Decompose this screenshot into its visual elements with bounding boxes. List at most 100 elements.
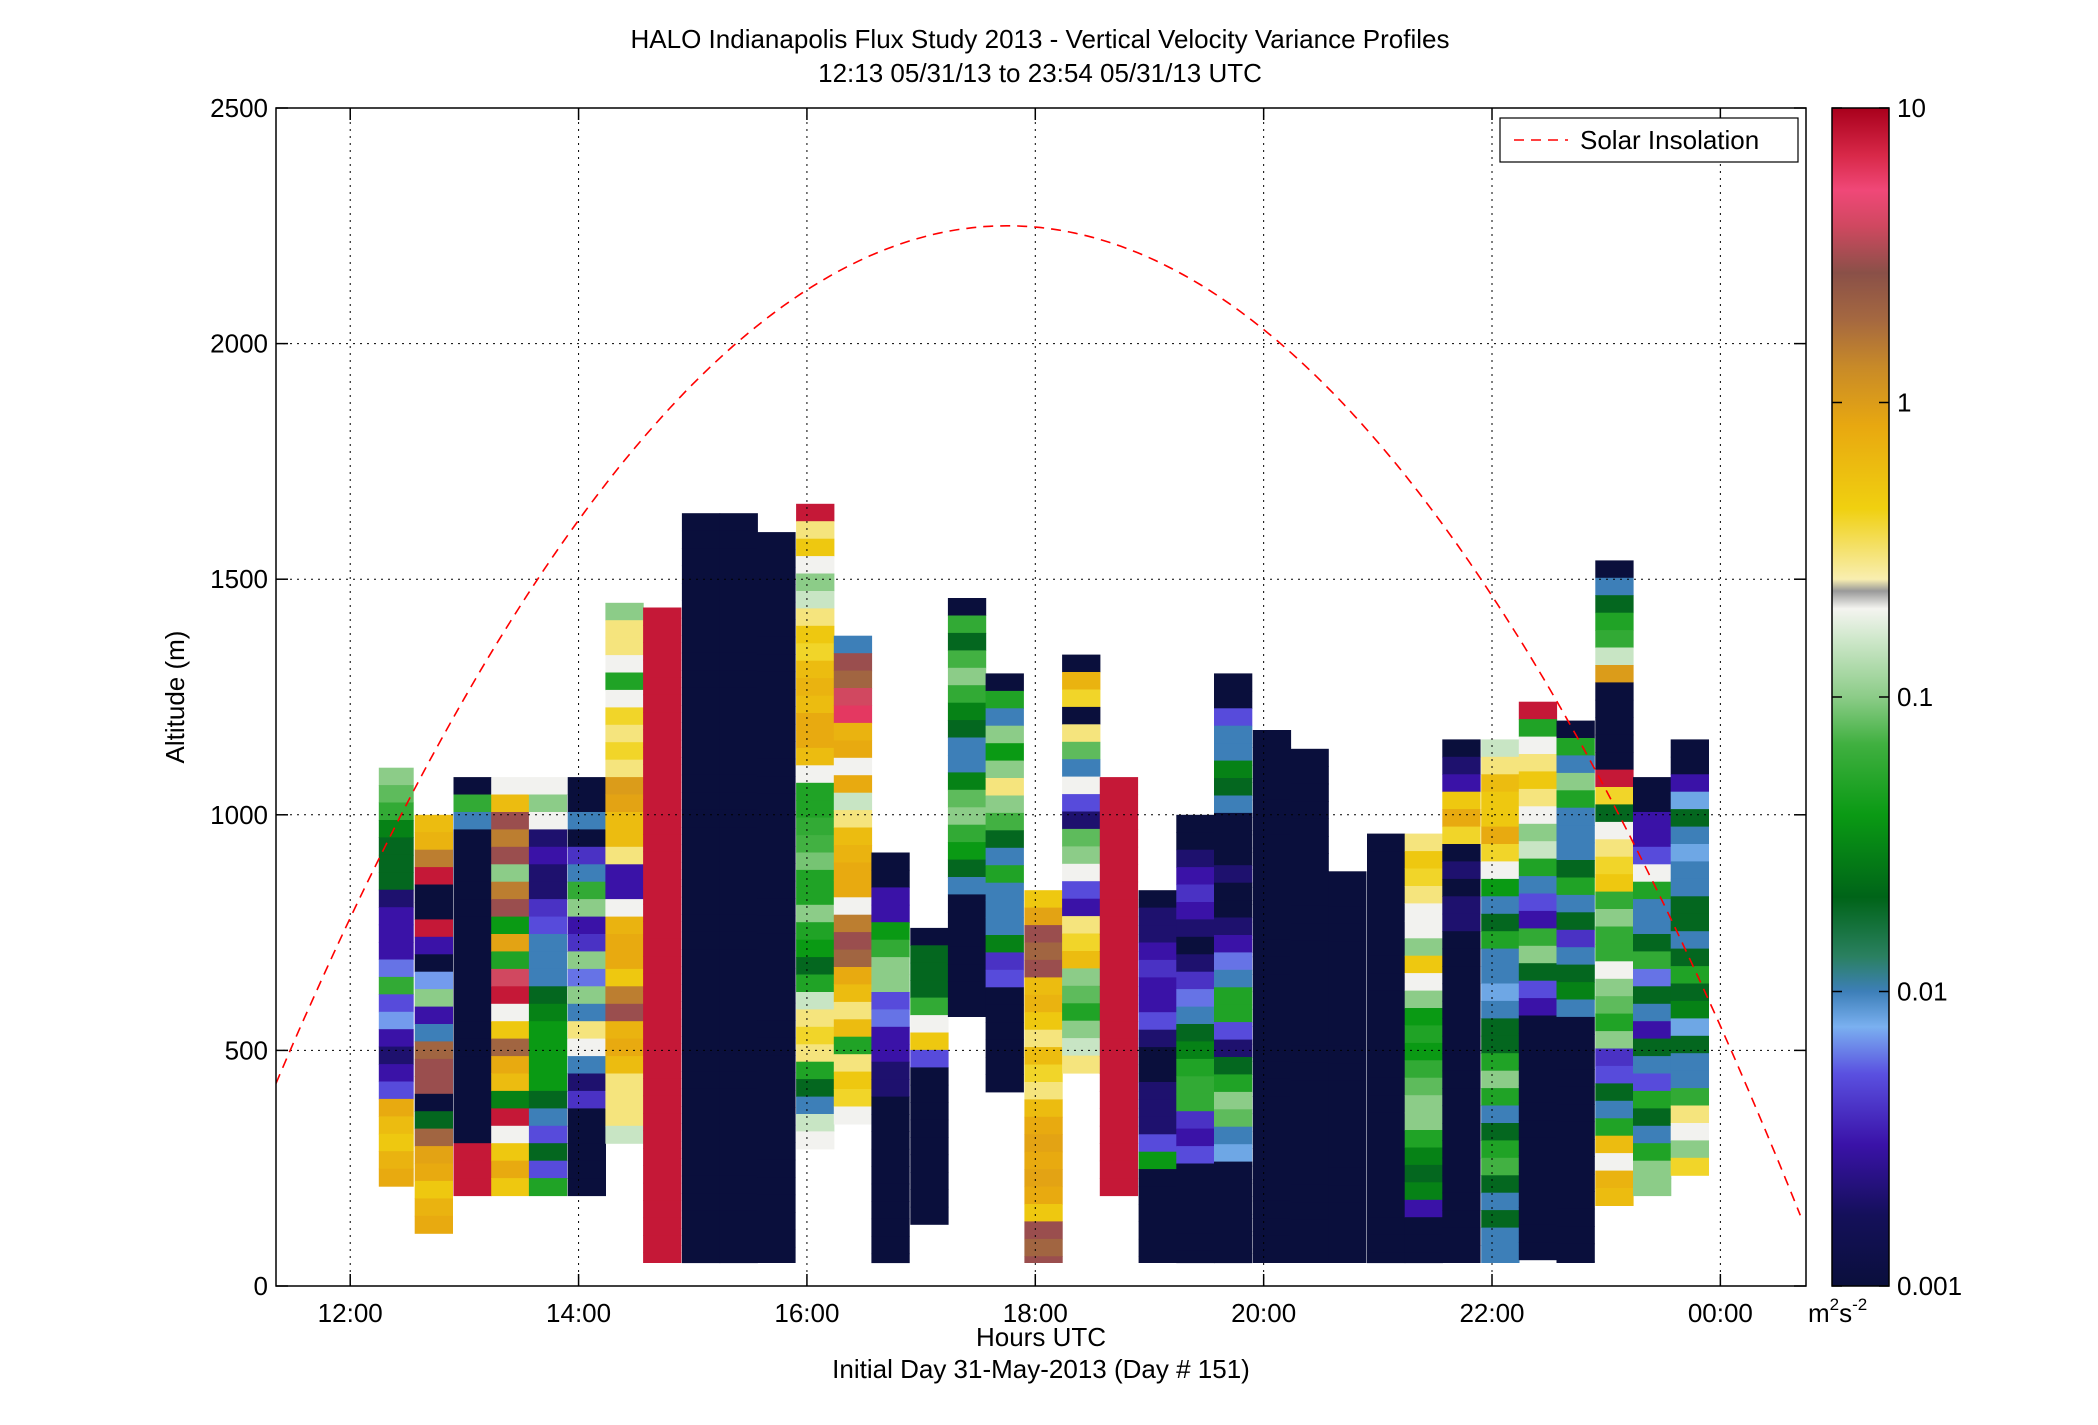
heatmap-cell [1214,900,1253,919]
heatmap-cell [1595,630,1634,649]
heatmap-cell [1290,1027,1329,1046]
heatmap-cell [1442,983,1481,1002]
heatmap-cell [985,900,1024,919]
heatmap-cell [1556,964,1595,983]
heatmap-cell [528,1038,568,1057]
colorbar-tick-label: 1 [1897,388,1911,418]
heatmap-cell [1214,760,1253,779]
heatmap-cell [1290,1080,1329,1099]
heatmap-cell [1062,672,1101,690]
heatmap-cell [833,757,873,776]
heatmap-cell [1367,1252,1406,1264]
heatmap-cell [1518,1172,1558,1191]
heatmap-cell [1670,948,1709,967]
heatmap-cell [643,1060,682,1079]
heatmap-cell [491,1003,530,1022]
heatmap-cell [1633,916,1672,935]
heatmap-cell [1442,1070,1481,1089]
heatmap-cell [1518,893,1558,912]
x-tick-label: 16:00 [774,1298,839,1328]
heatmap-cell [1404,1025,1443,1044]
heatmap-cell [947,824,987,843]
heatmap-cell [1099,916,1139,935]
heatmap-cell [757,1107,796,1126]
heatmap-cell [1099,794,1139,813]
heatmap-cells [378,503,1709,1264]
heatmap-cell [1328,871,1367,890]
heatmap-cell [833,1106,873,1125]
heatmap-cell [1024,959,1063,978]
heatmap-cell [757,1142,796,1161]
axis-ticks: 12:00 14:00 16:00 18:00 20:00 22:00 00:00 0 500 1… [210,93,1806,1328]
heatmap-cell [719,844,758,863]
heatmap-cell [453,934,492,952]
heatmap-cell [985,812,1024,831]
heatmap-cell [833,1036,873,1055]
heatmap-cell [985,743,1024,762]
heatmap-cell [947,755,987,773]
heatmap-cell [1518,963,1558,982]
heatmap-cell [1367,1164,1406,1183]
heatmap-cell [1328,1132,1367,1151]
heatmap-cell [1062,951,1101,969]
heatmap-cell [605,794,644,813]
heatmap-cell [1062,706,1101,725]
heatmap-cell [378,994,414,1013]
heatmap-cell [947,999,987,1017]
heatmap-cell [605,707,644,726]
heatmap-cell [719,861,758,880]
heatmap-cell [414,1180,453,1199]
heatmap-cell [871,1218,910,1237]
heatmap-cell [453,1073,492,1092]
heatmap-cell [796,939,835,958]
heatmap-cell [1099,1143,1139,1162]
heatmap-cell [1481,1245,1520,1263]
heatmap-cell [605,672,644,691]
heatmap-cell [757,828,796,847]
heatmap-cell [947,685,987,704]
heatmap-cell [1481,1105,1520,1124]
heatmap-cell [871,1114,910,1132]
heatmap-cell [1290,1219,1329,1238]
heatmap-cell [528,1056,568,1075]
heatmap-cell [414,1111,453,1130]
heatmap-cell [414,902,453,920]
heatmap-cell [1290,958,1329,976]
heatmap-cell [605,934,644,952]
heatmap-cell [378,802,414,821]
heatmap-cell [757,654,796,673]
heatmap-cell [643,851,682,870]
heatmap-cell [1518,1067,1558,1086]
heatmap-cell [491,1178,530,1197]
heatmap-cell [1252,1026,1292,1045]
heatmap-cell [1556,755,1595,774]
heatmap-cell [681,1158,721,1177]
heatmap-cell [1595,1153,1634,1172]
heatmap-cell [833,984,873,1003]
heatmap-cell [681,1123,721,1142]
heatmap-cell [1214,917,1253,936]
heatmap-cell [871,957,910,976]
heatmap-cell [528,1003,568,1022]
heatmap-cell [681,827,721,846]
heatmap-cell [757,671,796,690]
heatmap-cell [528,1073,568,1092]
heatmap-cell [719,879,758,898]
heatmap-cell [1252,1218,1292,1237]
heatmap-cell [605,637,644,656]
heatmap-cell [1595,1083,1634,1102]
heatmap-cell [1367,868,1406,887]
heatmap-cell [719,739,758,758]
heatmap-cell [681,774,721,793]
heatmap-cell [1024,1151,1063,1170]
heatmap-cell [1024,1134,1063,1153]
heatmap-cell [1099,1090,1139,1109]
heatmap-cell [378,1064,414,1083]
heatmap-cell [1518,1085,1558,1104]
heatmap-cell [567,1056,606,1075]
heatmap-cell [1138,1064,1177,1083]
heatmap-cell [1099,934,1139,952]
heatmap-cell [1633,1108,1672,1127]
heatmap-cell [1556,842,1595,861]
y-tick-label: 0 [254,1271,268,1301]
